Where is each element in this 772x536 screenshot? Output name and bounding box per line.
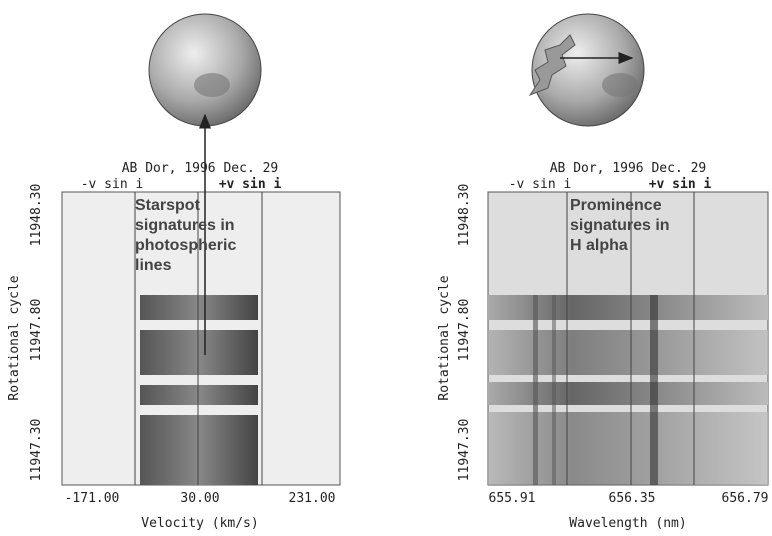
minus-label: -v sin i (509, 177, 572, 192)
y-axis-label: Rotational cycle (437, 275, 452, 400)
annotation: lines (135, 257, 172, 274)
y-axis-label: Rotational cycle (7, 275, 22, 400)
annotation: signatures in (570, 217, 670, 234)
figure: AB Dor, 1996 Dec. 29-v sin i+v sin iStar… (0, 0, 772, 536)
band (140, 295, 258, 320)
minus-label: -v sin i (81, 177, 144, 192)
y-tick-label: 11948.30 (29, 184, 44, 247)
band (140, 415, 258, 485)
x-tick-label: 30.00 (180, 491, 219, 506)
band (140, 385, 258, 405)
annotation: H alpha (570, 237, 628, 254)
y-tick-label: 11948.30 (457, 184, 472, 247)
y-tick-label: 11947.80 (457, 299, 472, 362)
right-panel (488, 14, 768, 485)
annotation: Prominence (570, 197, 662, 214)
x-axis-label: Wavelength (nm) (569, 516, 686, 531)
band (140, 330, 258, 375)
x-tick-label: -171.00 (65, 491, 120, 506)
plus-label: +v sin i (219, 177, 282, 192)
star-sphere (149, 14, 261, 126)
annotation: Starspot (135, 197, 201, 214)
panel-title: AB Dor, 1996 Dec. 29 (122, 161, 279, 176)
plus-label: +v sin i (649, 177, 712, 192)
x-tick-label: 656.79 (722, 491, 769, 506)
annotation: signatures in (135, 217, 235, 234)
y-tick-label: 11947.30 (29, 419, 44, 482)
x-axis-label: Velocity (km/s) (141, 516, 258, 531)
annotation: photospheric (135, 237, 236, 254)
x-tick-label: 655.91 (489, 491, 536, 506)
x-tick-label: 656.35 (609, 491, 656, 506)
x-tick-label: 231.00 (289, 491, 336, 506)
panel-title: AB Dor, 1996 Dec. 29 (550, 161, 707, 176)
y-tick-label: 11947.30 (457, 419, 472, 482)
y-tick-label: 11947.80 (29, 299, 44, 362)
